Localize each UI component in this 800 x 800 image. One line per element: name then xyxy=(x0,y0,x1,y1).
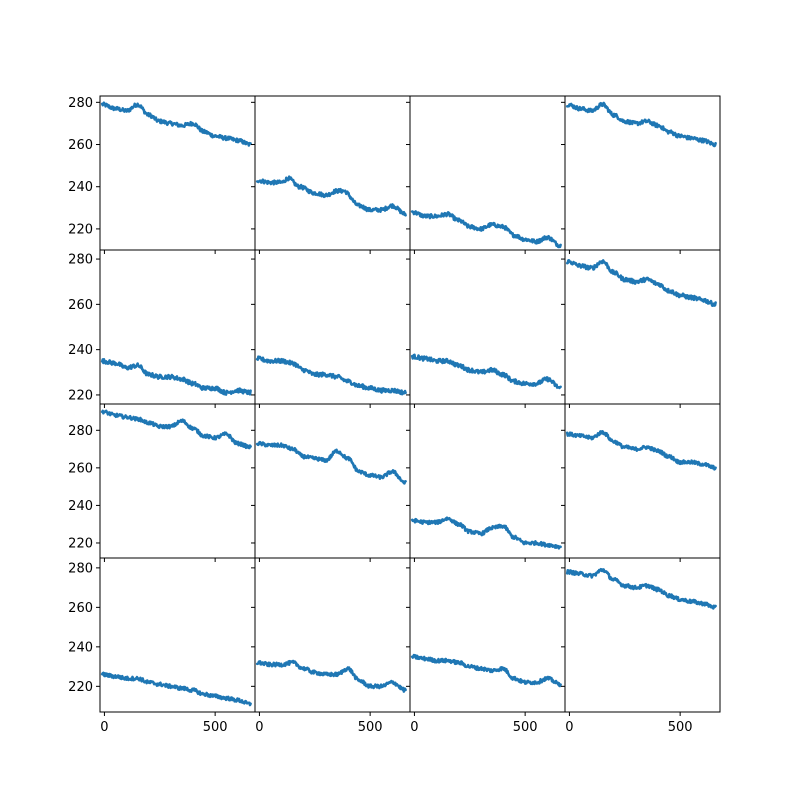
y-tick-label: 260 xyxy=(68,601,93,616)
y-tick-label: 240 xyxy=(68,640,93,655)
y-tick-label: 220 xyxy=(68,536,93,551)
x-tick-label: 0 xyxy=(565,720,573,735)
series-line xyxy=(410,516,562,550)
series-line xyxy=(410,653,562,688)
series-line xyxy=(410,353,562,390)
y-axis-ticks: 220 240 260 280 220 240 260 280 220 240 260 280 220 2… xyxy=(68,96,565,695)
x-tick-label: 500 xyxy=(203,720,228,735)
series-line xyxy=(100,101,252,147)
series-line xyxy=(100,409,252,450)
series-line xyxy=(255,355,407,396)
y-tick-label: 260 xyxy=(68,461,93,476)
series-line xyxy=(255,440,407,485)
series-line xyxy=(565,101,717,148)
y-tick-label: 260 xyxy=(68,138,93,153)
x-tick-label: 0 xyxy=(100,720,108,735)
series-line xyxy=(255,175,407,217)
y-tick-label: 240 xyxy=(68,180,93,195)
series-line xyxy=(255,659,407,693)
panel-grid xyxy=(99,95,721,713)
x-tick-label: 500 xyxy=(513,720,538,735)
x-axis-ticks: 0 500 0 500 0 500 0 500 xyxy=(100,250,693,735)
y-tick-label: 220 xyxy=(68,388,93,403)
y-tick-label: 240 xyxy=(68,343,93,358)
y-tick-label: 220 xyxy=(68,222,93,237)
y-tick-label: 280 xyxy=(68,253,93,268)
panel-r3-c3 xyxy=(564,557,721,713)
y-tick-label: 240 xyxy=(68,499,93,514)
series-line xyxy=(100,671,252,707)
x-tick-label: 0 xyxy=(410,720,418,735)
series-line xyxy=(565,259,717,307)
series-line xyxy=(100,358,252,396)
series-line xyxy=(410,210,562,249)
series-line xyxy=(565,567,717,610)
series-line xyxy=(565,430,717,471)
panel-frame xyxy=(564,557,721,713)
y-tick-label: 260 xyxy=(68,298,93,313)
x-tick-label: 500 xyxy=(358,720,383,735)
y-tick-label: 220 xyxy=(68,680,93,695)
y-tick-label: 280 xyxy=(68,424,93,439)
x-tick-label: 500 xyxy=(668,720,693,735)
y-tick-label: 280 xyxy=(68,96,93,111)
x-tick-label: 0 xyxy=(255,720,263,735)
y-tick-label: 280 xyxy=(68,561,93,576)
